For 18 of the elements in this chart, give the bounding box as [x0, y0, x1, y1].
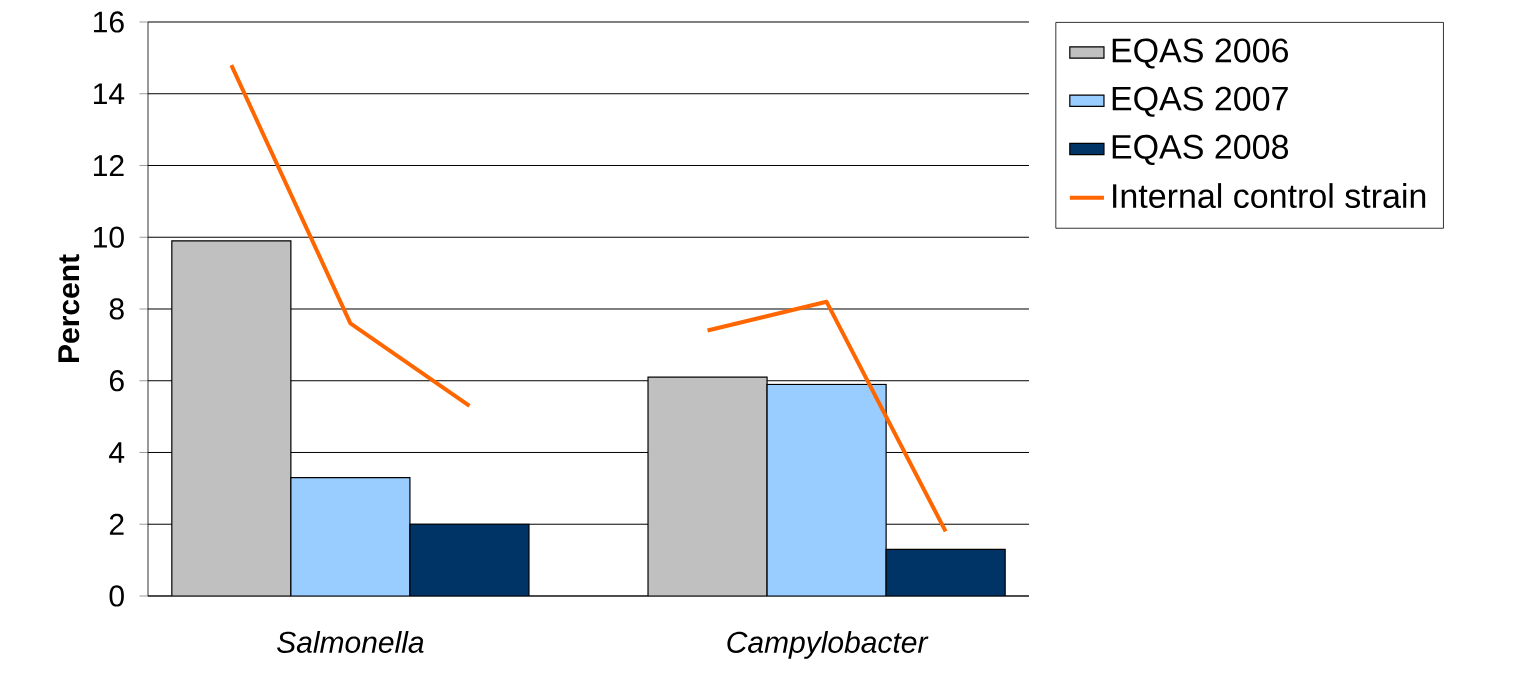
bar — [409, 523, 530, 596]
y-tick-label: 4 — [109, 442, 125, 463]
y-tick-label: 12 — [94, 155, 124, 176]
legend-label: EQAS 2008 — [1112, 134, 1289, 166]
y-tick-label: 8 — [109, 298, 124, 320]
legend-label: EQAS 2006 — [1112, 38, 1288, 69]
x-tick-label: Campylobacter — [727, 630, 929, 659]
y-tick-label: 2 — [109, 513, 124, 535]
bar — [885, 548, 1006, 596]
x-tick-label: Salmonella — [277, 630, 424, 653]
y-tick-label: 6 — [109, 370, 124, 392]
y-tick-label: 10 — [94, 226, 124, 248]
y-tick-label: 0 — [109, 585, 124, 607]
y-axis-title: Percent — [58, 254, 80, 363]
y-tick-label: 16 — [94, 11, 124, 33]
legend-label: EQAS 2007 — [1112, 86, 1288, 117]
y-tick-label: 14 — [94, 83, 125, 105]
legend-label: Internal control strain — [1113, 183, 1426, 209]
